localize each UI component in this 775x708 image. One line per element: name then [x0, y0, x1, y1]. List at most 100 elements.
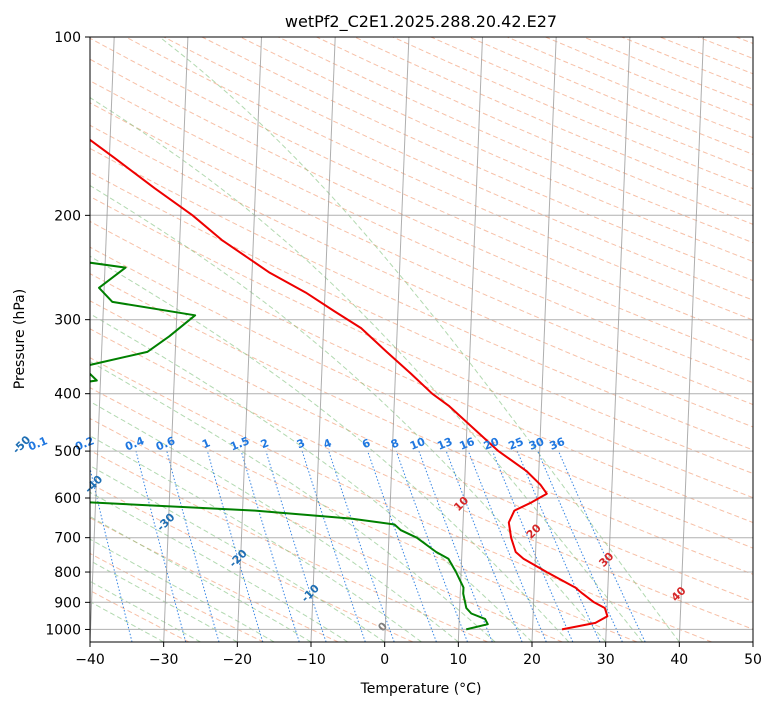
dry-adiabat	[163, 37, 753, 301]
sounding-series	[90, 138, 609, 631]
mixing-ratio-line	[301, 450, 366, 642]
mixing-ratio-label: 8	[389, 436, 401, 451]
isotherm-line	[384, 37, 410, 642]
mixing-ratio-line	[395, 450, 468, 642]
x-tick-label: −20	[223, 652, 253, 668]
x-tick-label: 40	[670, 652, 688, 668]
dry-adiabat	[697, 37, 753, 60]
y-tick-label: 600	[54, 491, 81, 507]
dry-adiabat	[392, 37, 753, 190]
mixing-ratio-label: 36	[548, 435, 567, 453]
dry-adiabat	[90, 482, 414, 642]
dry-adiabat	[90, 37, 753, 342]
mixing-ratio-label: 4	[322, 436, 334, 451]
mixing-ratio-label: 6	[360, 436, 372, 451]
isotherm-line	[605, 37, 631, 642]
dry-adiabat	[507, 37, 753, 139]
isotherm-label: -40	[82, 472, 105, 495]
dry-adiabat	[354, 37, 753, 207]
dry-adiabat	[90, 102, 753, 406]
dry-adiabat	[659, 37, 753, 75]
mixing-ratio-label: 25	[506, 435, 525, 453]
moist-adiabat	[90, 538, 275, 642]
chart-title: wetPf2_C2E1.2025.288.20.42.E27	[285, 12, 557, 32]
moist-adiabat	[90, 560, 238, 642]
y-tick-label: 700	[54, 531, 81, 547]
moist-adiabat	[90, 360, 496, 642]
mixing-ratio-line	[328, 450, 395, 642]
y-tick-label: 800	[54, 565, 81, 581]
mixing-ratio-label: 3	[295, 436, 307, 451]
mixing-ratio-label: 13	[435, 435, 454, 453]
dry-adiabat	[90, 387, 638, 642]
background-grid	[90, 37, 753, 642]
mixing-ratio-line	[492, 450, 574, 642]
dry-adiabat	[90, 417, 563, 642]
isotherm-label: 40	[669, 584, 689, 604]
moist-adiabat	[90, 435, 422, 642]
mixing-ratio-line	[367, 450, 437, 642]
x-axis-label: Temperature (°C)	[360, 681, 482, 697]
dry-adiabat	[90, 220, 753, 524]
moist-adiabat	[90, 491, 349, 642]
dry-adiabat	[583, 37, 753, 106]
moist-adiabat	[90, 255, 570, 642]
y-tick-label: 200	[54, 208, 81, 224]
x-tick-label: −10	[296, 652, 326, 668]
mixing-ratio-label: 10	[408, 435, 427, 453]
moist-adiabat	[90, 97, 643, 642]
dry-adiabat	[736, 37, 753, 45]
isotherm-label: 30	[596, 549, 616, 569]
mixing-ratio-line	[445, 450, 523, 642]
mixing-ratio-line	[135, 450, 187, 642]
mixing-ratio-line	[240, 450, 300, 642]
isotherm-label: -20	[227, 547, 250, 570]
isotherm-label: -50	[10, 433, 33, 456]
x-tick-label: −30	[149, 652, 179, 668]
dewpoint-profile-line	[90, 261, 489, 631]
isotherm-line	[310, 37, 336, 642]
y-tick-label: 500	[54, 444, 81, 460]
mixing-ratio-label: 2	[259, 436, 271, 451]
isotherm-line	[531, 37, 557, 642]
temperature-profile-line	[90, 138, 609, 631]
mixing-ratio-line	[558, 450, 646, 642]
y-tick-label: 400	[54, 387, 81, 403]
y-tick-label: 100	[54, 30, 81, 46]
isotherm-line	[678, 37, 704, 642]
dry-adiabat	[90, 58, 753, 362]
isotherm-line	[163, 37, 189, 642]
moist-adiabat	[90, 313, 533, 642]
y-tick-label: 900	[54, 595, 81, 611]
dry-adiabat	[545, 37, 753, 122]
dry-adiabat	[316, 37, 753, 225]
moist-adiabat	[90, 580, 201, 642]
axes: −40 −30 −20 −10 0 10 20 30 40 5010020030040050060…	[45, 30, 762, 668]
dry-adiabat	[125, 37, 753, 321]
mixing-ratio-label: 20	[482, 435, 501, 453]
annotation-labels: 0.10.20.40.611.52346810131620253036-100-…	[10, 433, 689, 634]
x-tick-label: 0	[380, 652, 389, 668]
mixing-ratio-line	[516, 450, 601, 642]
dry-adiabat	[90, 517, 339, 642]
mixing-ratio-line	[537, 450, 623, 642]
dry-adiabat	[90, 300, 753, 602]
y-tick-label: 1000	[45, 622, 81, 638]
y-axis-label: Pressure (hPa)	[12, 289, 28, 389]
moist-adiabat	[90, 400, 459, 642]
mixing-ratio-label: 1	[200, 436, 212, 451]
y-tick-label: 300	[54, 313, 81, 329]
x-tick-label: 10	[449, 652, 467, 668]
dry-adiabat	[90, 357, 712, 642]
x-tick-label: 50	[744, 652, 762, 668]
isotherm-label: 0	[375, 619, 390, 634]
isotherm-line	[236, 37, 262, 642]
isotherm-label: 20	[524, 521, 544, 541]
isotherm-line	[457, 37, 483, 642]
dry-adiabat	[90, 328, 753, 630]
dry-adiabat	[90, 124, 753, 428]
dry-adiabat	[90, 246, 753, 549]
dry-adiabat	[90, 80, 753, 384]
dry-adiabat	[90, 449, 488, 642]
